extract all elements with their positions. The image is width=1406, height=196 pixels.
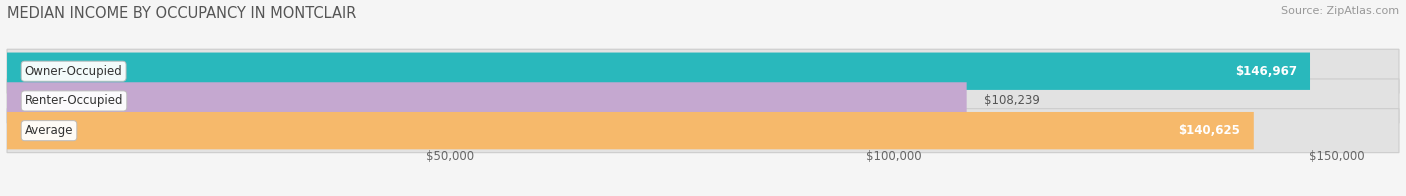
- Text: Average: Average: [25, 124, 73, 137]
- Text: $146,967: $146,967: [1234, 65, 1296, 78]
- FancyBboxPatch shape: [7, 82, 967, 120]
- Text: $108,239: $108,239: [984, 94, 1040, 107]
- Text: Renter-Occupied: Renter-Occupied: [25, 94, 124, 107]
- Text: $140,625: $140,625: [1178, 124, 1240, 137]
- Text: Source: ZipAtlas.com: Source: ZipAtlas.com: [1281, 6, 1399, 16]
- FancyBboxPatch shape: [7, 53, 1310, 90]
- FancyBboxPatch shape: [7, 49, 1399, 93]
- FancyBboxPatch shape: [7, 79, 1399, 123]
- Text: Owner-Occupied: Owner-Occupied: [25, 65, 122, 78]
- Text: MEDIAN INCOME BY OCCUPANCY IN MONTCLAIR: MEDIAN INCOME BY OCCUPANCY IN MONTCLAIR: [7, 6, 356, 21]
- FancyBboxPatch shape: [7, 109, 1399, 153]
- FancyBboxPatch shape: [7, 112, 1254, 149]
